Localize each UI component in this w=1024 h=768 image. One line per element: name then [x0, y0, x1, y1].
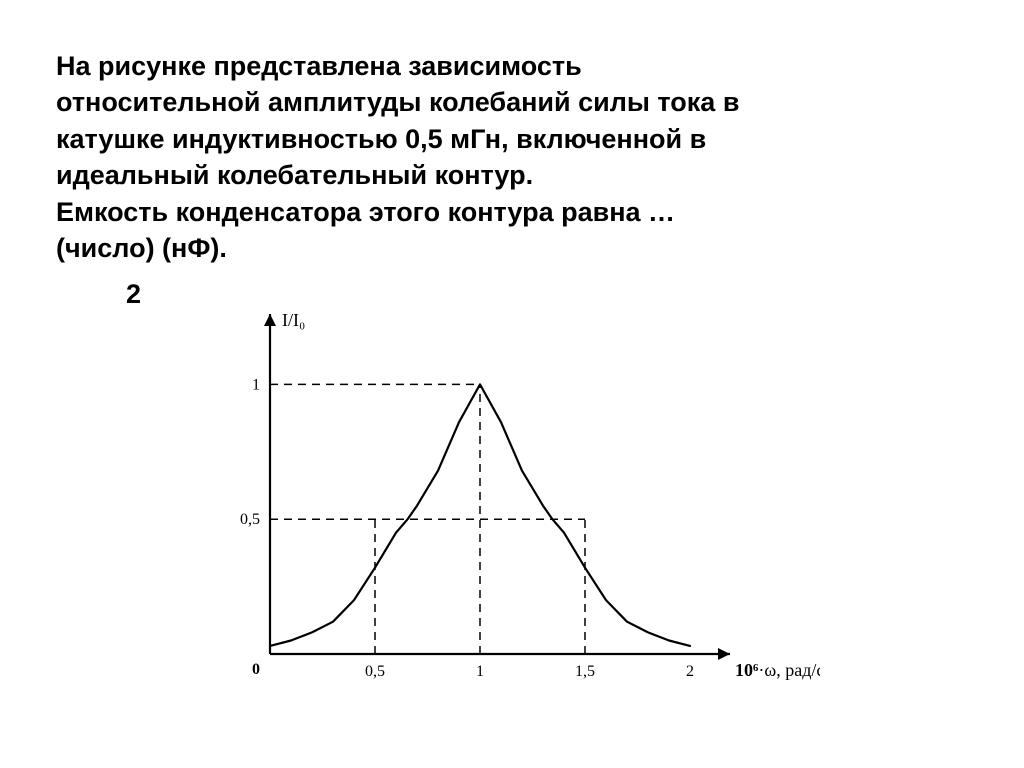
svg-text:1: 1 — [476, 663, 484, 680]
resonance-chart-svg: 0 0,5 1 1,5 2 0,5 1 I/I₀ 10⁶·ω, рад/с — [200, 284, 820, 724]
svg-text:I/I₀: I/I₀ — [282, 310, 305, 330]
svg-text:1,5: 1,5 — [575, 663, 595, 680]
problem-line: катушке индуктивностью 0,5 мГн, включенн… — [56, 124, 706, 154]
page: На рисунке представлена зависимость отно… — [0, 0, 1024, 768]
problem-line: относительной амплитуды колебаний силы т… — [56, 87, 739, 117]
svg-text:0,5: 0,5 — [240, 511, 260, 528]
svg-text:1: 1 — [252, 376, 260, 393]
svg-text:10⁶·ω, рад/с: 10⁶·ω, рад/с — [735, 660, 820, 680]
resonance-chart: 0 0,5 1 1,5 2 0,5 1 I/I₀ 10⁶·ω, рад/с — [200, 284, 820, 724]
problem-line: (число) (нФ). — [56, 233, 227, 263]
problem-text: На рисунке представлена зависимость отно… — [56, 48, 968, 267]
svg-text:2: 2 — [686, 663, 694, 680]
problem-line: идеальный колебательный контур. — [56, 160, 533, 190]
problem-line: Емкость конденсатора этого контура равна… — [56, 197, 675, 227]
svg-text:0,5: 0,5 — [365, 663, 385, 680]
problem-line: На рисунке представлена зависимость — [56, 51, 582, 81]
svg-text:0: 0 — [252, 661, 260, 678]
